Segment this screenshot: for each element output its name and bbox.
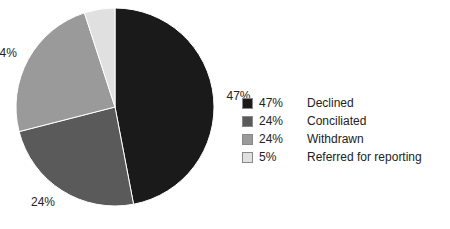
svg-text:24%: 24% — [31, 195, 55, 209]
svg-text:5%: 5% — [89, 0, 107, 3]
html-text:Referred for reporting: Referred for reporting — [307, 150, 422, 164]
svg-text:47%: 47% — [226, 89, 251, 104]
html-text:24%: 24% — [259, 114, 283, 128]
html-text:5%: 5% — [259, 150, 277, 164]
html-text:Declined: Declined — [307, 96, 354, 110]
svg-text:24%: 24% — [8, 46, 17, 60]
html-text:47%: 47% — [259, 96, 283, 110]
html-text:24%: 24% — [259, 132, 283, 146]
html-text:Conciliated: Conciliated — [307, 114, 367, 128]
html-text:Withdrawn: Withdrawn — [307, 132, 364, 146]
